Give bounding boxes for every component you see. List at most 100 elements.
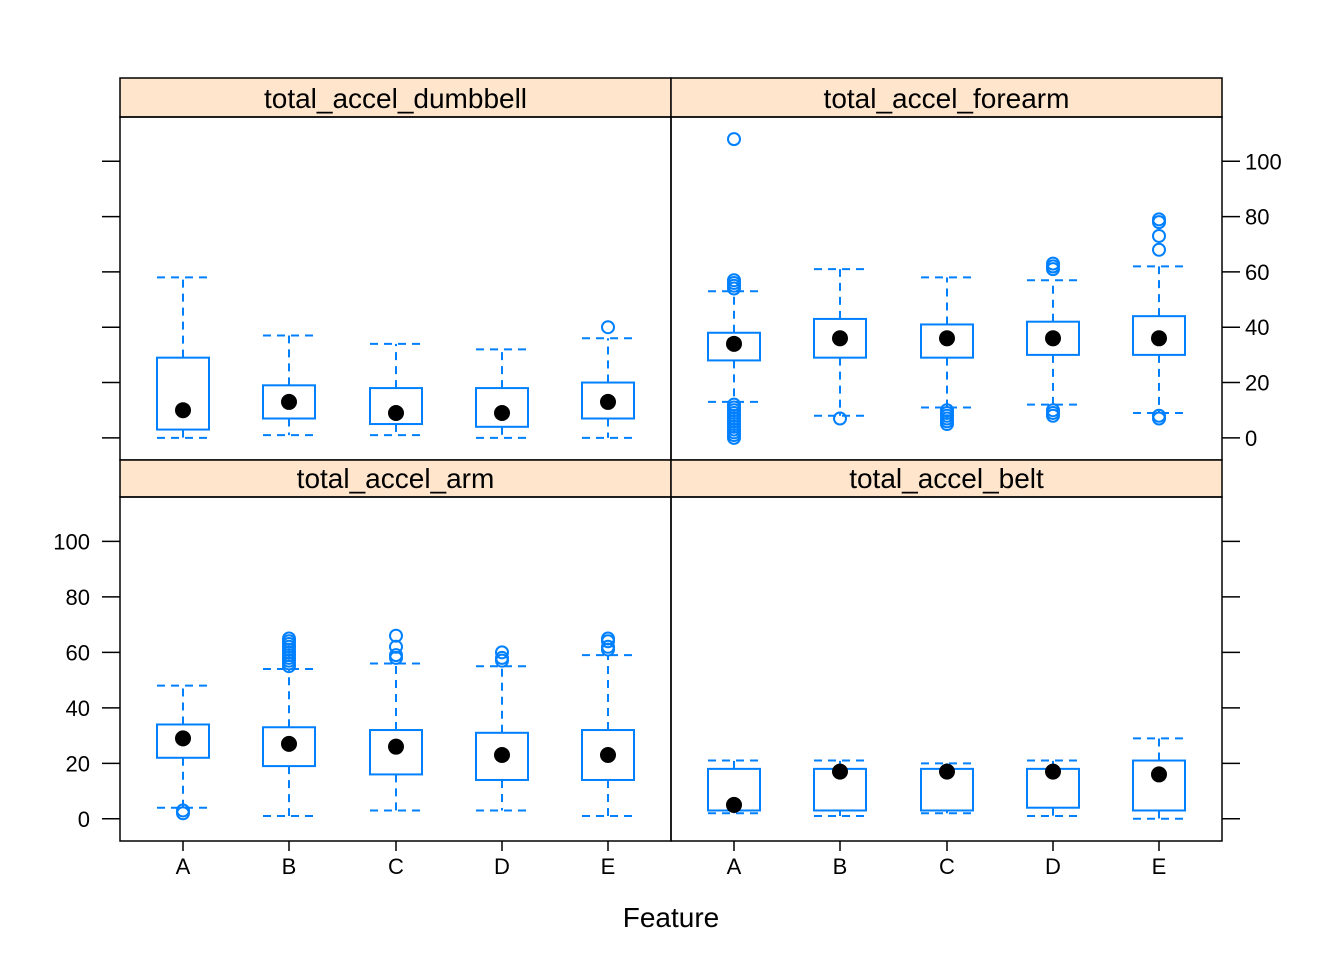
median-dot bbox=[726, 796, 742, 813]
outlier-point bbox=[1152, 212, 1166, 227]
box-iqr bbox=[707, 331, 761, 362]
box-c bbox=[920, 762, 974, 815]
box-e bbox=[1132, 737, 1186, 820]
box-e bbox=[581, 631, 635, 818]
median-dot bbox=[1045, 330, 1061, 347]
box-iqr bbox=[156, 356, 210, 431]
median-dot bbox=[600, 393, 616, 410]
median-dot bbox=[1151, 766, 1167, 783]
box-iqr bbox=[1132, 759, 1186, 812]
y-tick-label: 60 bbox=[1245, 260, 1269, 285]
box-e bbox=[581, 320, 635, 439]
median-dot bbox=[388, 738, 404, 755]
y-tick-label: 100 bbox=[53, 529, 90, 554]
x-tick-label: C bbox=[388, 854, 404, 879]
strip-label: total_accel_forearm bbox=[824, 83, 1070, 114]
box-iqr bbox=[156, 723, 210, 759]
outlier-point bbox=[727, 273, 741, 288]
strip-header bbox=[119, 459, 672, 498]
outlier-point bbox=[1152, 408, 1166, 423]
box-a bbox=[156, 684, 210, 821]
box-d bbox=[1026, 256, 1080, 423]
median-dot bbox=[939, 330, 955, 347]
outlier-point bbox=[389, 628, 403, 643]
axes-layer: A B C D E A B C D E 0 0 20 20 40 40 60 60 80 80 100 100 bbox=[53, 149, 1281, 879]
panel-total-accel-dumbbell: total_accel_dumbbell bbox=[119, 77, 672, 461]
y-tick-label: 20 bbox=[1245, 371, 1269, 396]
x-tick-label: E bbox=[601, 854, 616, 879]
x-tick-label: D bbox=[494, 854, 510, 879]
outlier-point bbox=[601, 631, 615, 646]
median-dot bbox=[600, 747, 616, 763]
x-axis-title: Feature bbox=[623, 902, 720, 933]
box-a bbox=[707, 132, 761, 445]
outlier-point bbox=[1046, 403, 1060, 418]
outlier-point bbox=[495, 650, 509, 665]
x-tick-label: A bbox=[176, 854, 191, 879]
outlier-point bbox=[1152, 242, 1166, 257]
median-dot bbox=[939, 763, 955, 780]
x-tick-label: C bbox=[939, 854, 955, 879]
box-iqr bbox=[369, 387, 423, 426]
median-dot bbox=[832, 763, 848, 780]
outlier-point bbox=[601, 639, 615, 654]
panel-frame bbox=[670, 496, 1223, 842]
x-tick-label: A bbox=[727, 854, 742, 879]
outlier-point bbox=[282, 631, 296, 646]
box-iqr bbox=[475, 387, 529, 428]
x-tick-label: D bbox=[1045, 854, 1061, 879]
box-iqr bbox=[813, 317, 867, 359]
strip-header bbox=[119, 77, 672, 118]
box-iqr bbox=[475, 731, 529, 781]
y-tick-label: 0 bbox=[78, 807, 90, 832]
panel-total-accel-arm: total_accel_arm bbox=[119, 459, 672, 842]
box-a bbox=[156, 276, 210, 439]
median-dot bbox=[175, 402, 191, 419]
y-tick-label: 60 bbox=[66, 640, 90, 665]
x-tick-label: B bbox=[833, 854, 848, 879]
box-a bbox=[707, 759, 761, 815]
panels-layer: total_accel_dumbbell total_accel_forearmt… bbox=[119, 77, 1223, 842]
y-tick-label: 100 bbox=[1245, 149, 1282, 174]
outlier-point bbox=[1152, 228, 1166, 243]
median-dot bbox=[494, 747, 510, 763]
x-tick-label: E bbox=[1152, 854, 1167, 879]
outlier-point bbox=[1046, 256, 1060, 271]
median-dot bbox=[494, 404, 510, 421]
median-dot bbox=[175, 730, 191, 747]
y-tick-label: 80 bbox=[66, 585, 90, 610]
y-tick-label: 80 bbox=[1245, 205, 1269, 230]
box-iqr bbox=[581, 729, 635, 781]
median-dot bbox=[726, 335, 742, 352]
box-b bbox=[813, 268, 867, 426]
outlier-point bbox=[940, 403, 954, 418]
outlier-point bbox=[727, 132, 741, 147]
median-dot bbox=[281, 393, 297, 410]
outlier-point bbox=[727, 397, 741, 412]
box-iqr bbox=[262, 726, 316, 768]
box-d bbox=[475, 645, 529, 812]
y-tick-label: 40 bbox=[66, 696, 90, 721]
median-dot bbox=[1045, 763, 1061, 780]
outlier-point bbox=[176, 803, 190, 818]
strip-label: total_accel_arm bbox=[297, 463, 495, 494]
strip-label: total_accel_belt bbox=[849, 463, 1044, 494]
x-tick-label: B bbox=[282, 854, 297, 879]
box-b bbox=[813, 759, 867, 818]
median-dot bbox=[388, 404, 404, 421]
box-b bbox=[262, 334, 316, 437]
box-iqr bbox=[1026, 320, 1080, 356]
box-c bbox=[369, 628, 423, 812]
box-c bbox=[369, 342, 423, 437]
y-tick-label: 0 bbox=[1245, 426, 1257, 451]
median-dot bbox=[281, 735, 297, 752]
box-iqr bbox=[369, 729, 423, 776]
panel-total-accel-forearm: total_accel_forearm bbox=[670, 77, 1223, 461]
box-iqr bbox=[1132, 315, 1186, 356]
y-tick-label: 20 bbox=[66, 751, 90, 776]
box-c bbox=[920, 276, 974, 432]
box-iqr bbox=[920, 323, 974, 359]
outlier-point bbox=[495, 645, 509, 660]
box-iqr bbox=[262, 384, 316, 420]
